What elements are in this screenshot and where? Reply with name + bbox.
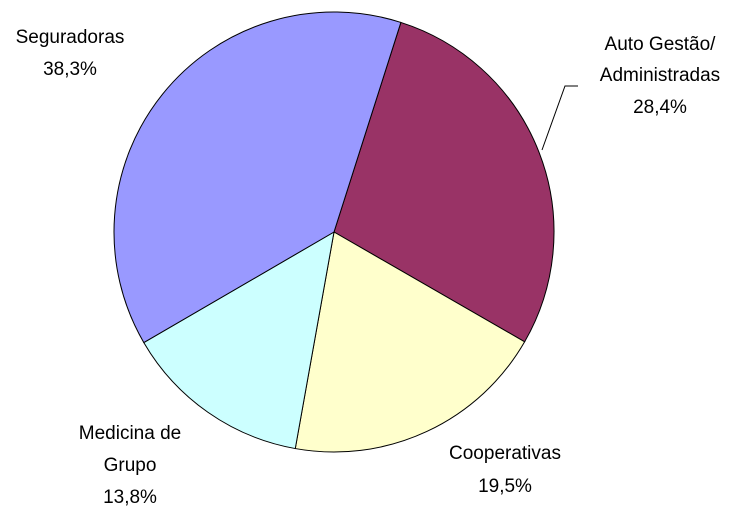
- slice-value-label: 19,5%: [478, 476, 532, 497]
- slice-label: Administradas: [600, 65, 720, 86]
- pie-slice: [143, 231, 335, 450]
- pie-slice: [113, 11, 402, 344]
- leader-line: [541, 85, 578, 151]
- slice-value-label: 38,3%: [43, 59, 97, 80]
- slice-label: Grupo: [104, 455, 157, 476]
- slice-label: Medicina de: [79, 423, 181, 444]
- pie-slice: [333, 21, 555, 343]
- slice-label: Auto Gestão/: [605, 34, 717, 55]
- slice-label: Cooperativas: [449, 443, 561, 464]
- slice-value-label: 28,4%: [633, 97, 687, 118]
- slice-value-label: 13,8%: [103, 487, 157, 508]
- slice-label: Seguradoras: [16, 27, 125, 48]
- pie-slice: [294, 231, 526, 453]
